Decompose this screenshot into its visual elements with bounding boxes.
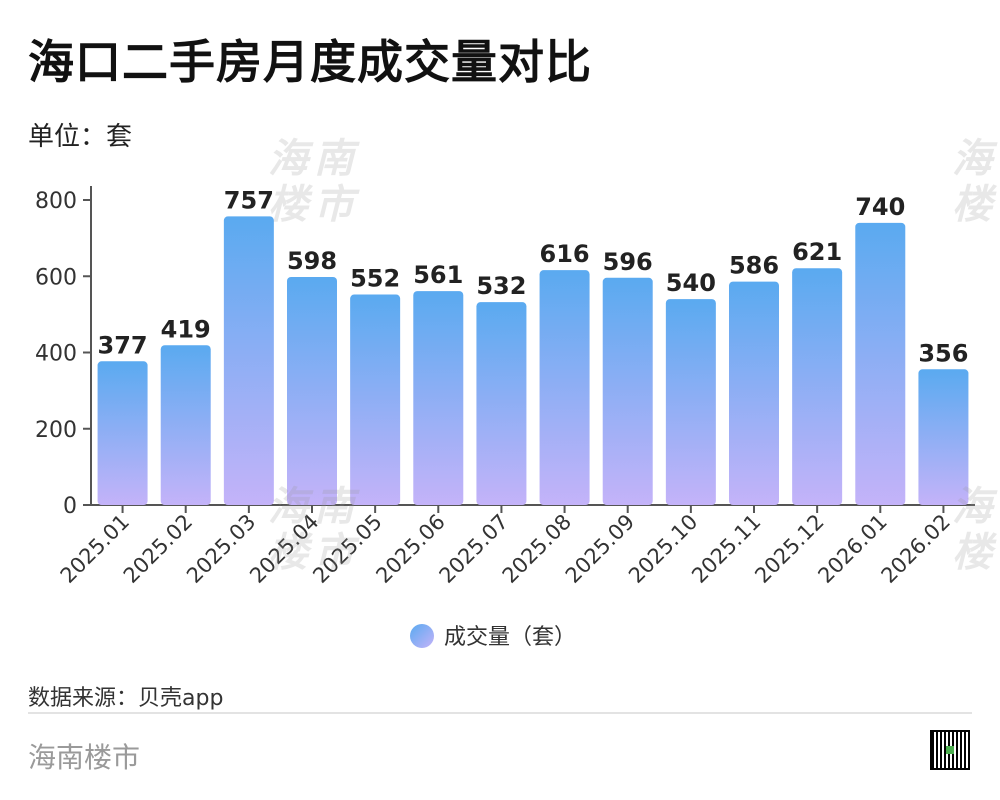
data-label: 757 [224,186,274,214]
data-label: 532 [476,272,526,300]
data-label: 561 [413,261,463,289]
legend[interactable]: 成交量（套） [410,624,576,650]
data-label: 419 [161,315,211,343]
bar[interactable] [665,299,716,505]
x-tick-label: 2025.10 [624,510,702,588]
data-label: 540 [666,269,716,297]
bar[interactable] [350,294,401,505]
x-axis: 2025.012025.022025.032025.042025.052025.… [56,504,975,588]
bar[interactable] [855,222,906,505]
bars [97,216,969,506]
divider [28,712,972,714]
x-tick-label: 2025.08 [498,510,576,588]
bar[interactable] [792,268,843,505]
x-tick-label: 2025.04 [245,510,323,588]
legend-label: 成交量（套） [444,625,576,650]
bar[interactable] [729,281,779,505]
data-label: 616 [540,240,590,268]
data-label: 598 [287,247,337,275]
bar[interactable] [223,216,274,506]
x-tick-label: 2025.12 [750,510,828,588]
legend-swatch [410,624,434,648]
y-tick-label: 400 [35,342,77,367]
y-tick-label: 600 [35,265,77,290]
data-label: 621 [792,238,842,266]
chart-title: 海口二手房月度成交量对比 [28,35,592,89]
data-label: 377 [98,331,148,359]
unit-label: 单位：套 [28,122,133,152]
x-tick-label: 2025.05 [308,510,386,588]
y-tick-label: 800 [35,189,77,214]
data-label: 586 [729,252,779,280]
y-tick-label: 0 [63,494,77,519]
x-tick-label: 2025.02 [119,510,197,588]
y-tick-label: 200 [35,418,77,443]
data-source: 数据来源：贝壳app [28,686,224,711]
bar[interactable] [413,291,464,505]
y-axis: 0 200 400 600 800 [35,186,92,519]
data-label: 740 [855,193,905,221]
bar[interactable] [97,361,148,505]
bar[interactable] [602,277,653,505]
bar[interactable] [160,345,211,505]
x-tick-label: 2026.02 [877,510,955,588]
data-label: 552 [350,265,400,293]
data-label: 356 [918,339,968,367]
bar[interactable] [287,277,337,505]
bar[interactable] [918,369,969,505]
x-tick-label: 2025.11 [687,510,765,588]
bar[interactable] [539,270,590,505]
data-label: 596 [603,248,653,276]
data-labels: 377 419 757 598 552 561 532 616 596 540 586 621 740 3… [98,186,969,367]
x-tick-label: 2025.09 [561,510,639,588]
x-tick-label: 2025.07 [435,510,513,588]
bar[interactable] [476,302,527,505]
qr-code-icon[interactable] [930,730,970,770]
x-tick-label: 2026.01 [813,510,891,588]
x-tick-label: 2025.06 [371,510,449,588]
x-tick-label: 2025.01 [56,510,134,588]
footer-brand: 海南楼市 [28,741,141,774]
x-tick-label: 2025.03 [182,510,260,588]
